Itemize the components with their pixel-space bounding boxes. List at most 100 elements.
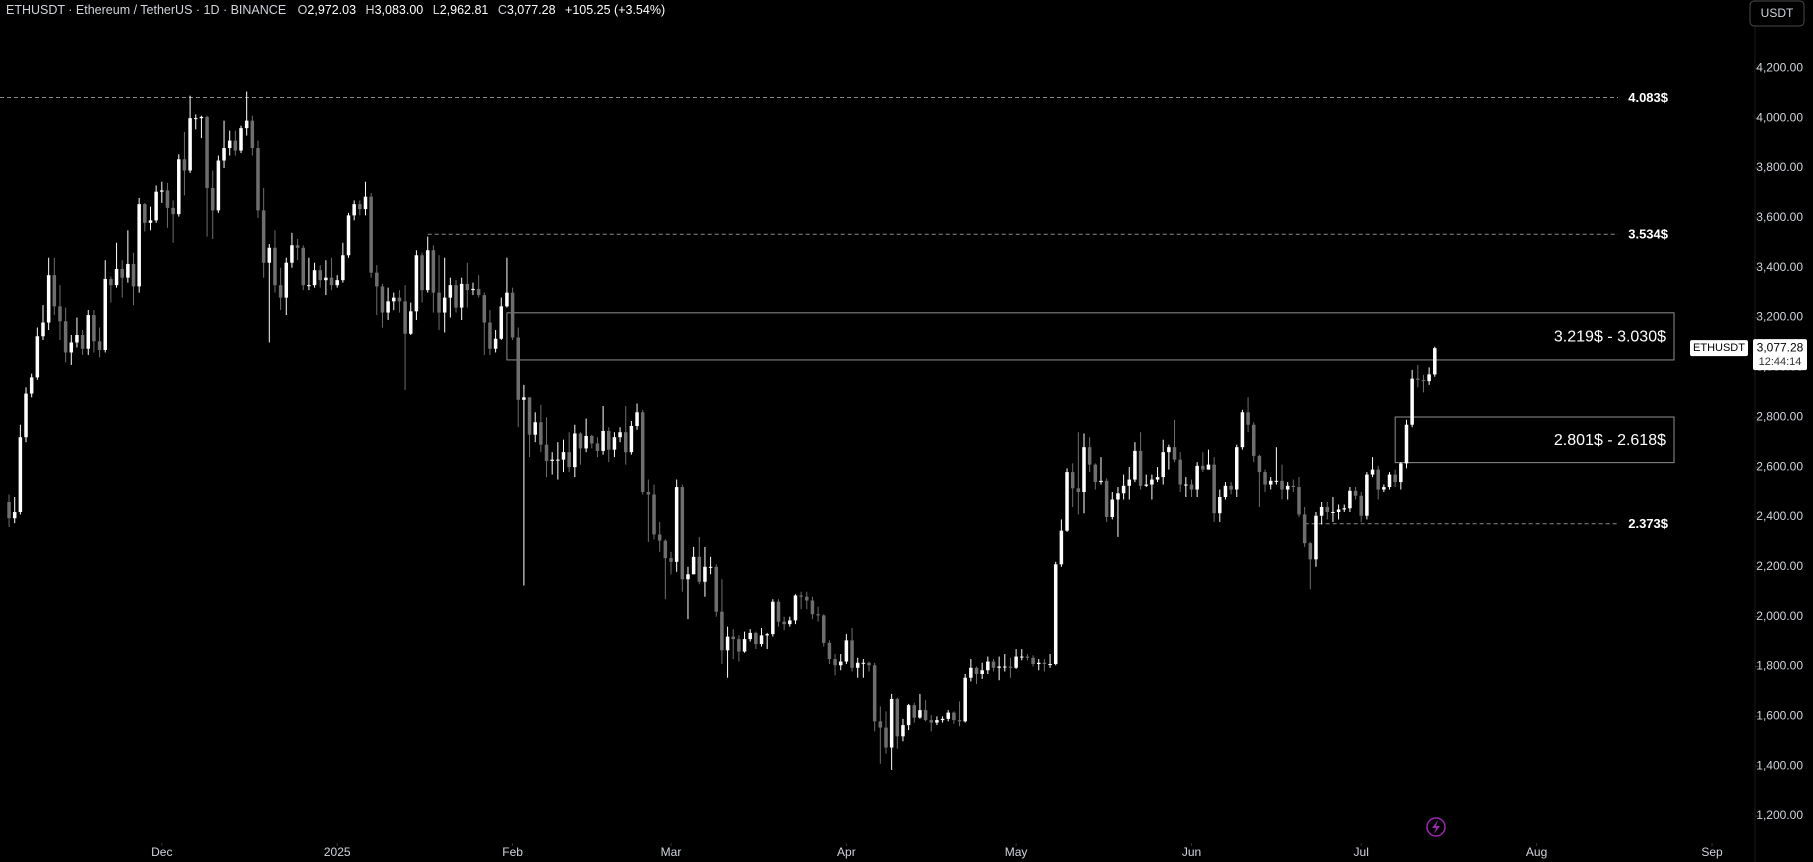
- candle-body: [765, 634, 769, 636]
- y-tick-label: 1,400.00: [1756, 758, 1803, 772]
- candle-body: [640, 412, 645, 493]
- zone-label: 2.801$ - 2.618$: [1554, 432, 1666, 449]
- candle-body: [1336, 509, 1341, 512]
- price-tag-box: [1753, 339, 1807, 371]
- candle-body: [1020, 656, 1024, 658]
- candle-body: [788, 620, 792, 625]
- candle-body: [827, 642, 832, 660]
- candle-body: [1031, 657, 1035, 665]
- candle-body: [1319, 506, 1324, 516]
- candle-body: [1189, 484, 1194, 490]
- candle-body: [1036, 662, 1041, 665]
- candle-body: [154, 191, 158, 221]
- candle-body: [584, 435, 588, 449]
- candle-body: [454, 285, 458, 308]
- candle-body: [437, 292, 441, 313]
- candle-body: [595, 443, 600, 451]
- candle-body: [997, 666, 1001, 668]
- candle-body: [1365, 474, 1369, 516]
- y-tick-label: 4,200.00: [1756, 60, 1803, 74]
- candle-body: [244, 120, 249, 129]
- y-tick-label: 1,800.00: [1756, 659, 1803, 673]
- candle-body: [816, 614, 820, 616]
- x-tick-label: Feb: [502, 845, 523, 859]
- candle-body: [1093, 464, 1098, 483]
- candle-body: [1376, 469, 1380, 490]
- y-tick-label: 2,800.00: [1756, 409, 1803, 423]
- candle-body: [256, 148, 260, 211]
- candle-body: [708, 566, 713, 568]
- y-tick-label: 3,400.00: [1756, 260, 1803, 274]
- candle-body: [1116, 493, 1120, 500]
- candle-body: [1427, 374, 1431, 382]
- x-tick-label: Jul: [1354, 845, 1369, 859]
- candle-body: [1285, 485, 1290, 490]
- candle-body: [1206, 464, 1211, 470]
- candle-body: [810, 600, 815, 615]
- candle-body: [544, 444, 549, 461]
- candle-body: [318, 270, 322, 281]
- candle-body: [1359, 495, 1363, 516]
- candle-body: [646, 492, 651, 495]
- ohlc-value: 3,083.00: [375, 3, 424, 17]
- candle-body: [578, 433, 583, 449]
- symbol-title: ETHUSDT · Ethereum / TetherUS · 1D · BIN…: [6, 3, 286, 17]
- candle-body: [974, 667, 979, 674]
- candle-body: [935, 720, 939, 723]
- candle-body: [759, 635, 764, 645]
- candle-body: [1082, 447, 1086, 493]
- candle-body: [1257, 455, 1262, 473]
- candle-body: [194, 118, 198, 120]
- candle-body: [1195, 465, 1199, 490]
- candle-body: [160, 190, 164, 192]
- candle-body: [1212, 464, 1216, 514]
- candle-body: [109, 278, 113, 286]
- candle-body: [901, 725, 905, 737]
- ohlc-key: O: [298, 3, 308, 17]
- candle-body: [284, 262, 289, 298]
- candle-body: [182, 159, 187, 171]
- candle-body: [375, 272, 379, 287]
- candle-body: [459, 283, 464, 308]
- candle-body: [465, 283, 470, 291]
- candle-body: [380, 286, 385, 313]
- ohlc-key: L: [433, 3, 440, 17]
- currency-label[interactable]: USDT: [1761, 6, 1794, 20]
- candle-body: [539, 422, 543, 445]
- candle-body: [861, 662, 866, 664]
- currency-button-frame[interactable]: [1749, 0, 1805, 27]
- candle-body: [601, 430, 605, 451]
- candle-body: [1433, 348, 1437, 375]
- candle-body: [1302, 514, 1307, 544]
- candle-body: [674, 487, 679, 562]
- candle-body: [1184, 484, 1188, 486]
- candle-body: [573, 433, 577, 468]
- candle-body: [697, 556, 702, 582]
- alert-icon-bolt[interactable]: [1432, 820, 1440, 834]
- candle-body: [171, 207, 175, 215]
- candle-body: [1178, 459, 1182, 485]
- candle-body: [1087, 447, 1092, 465]
- candle-body: [1387, 474, 1392, 488]
- candle-body: [1268, 480, 1273, 485]
- candle-body: [963, 677, 967, 722]
- candle-body: [855, 662, 860, 668]
- candle-body: [590, 435, 594, 444]
- candle-body: [657, 534, 662, 541]
- candle-body: [414, 255, 419, 312]
- alert-icon-ring[interactable]: [1426, 817, 1446, 837]
- candle-body: [46, 275, 51, 323]
- candle-body: [126, 263, 130, 278]
- candle-body: [1070, 472, 1075, 489]
- candle-body: [1042, 662, 1047, 665]
- candle-body: [216, 160, 221, 211]
- candle-body: [1161, 452, 1165, 478]
- zone-label: 3.219$ - 3.030$: [1554, 329, 1666, 346]
- candle-body: [923, 710, 928, 721]
- candle-body: [1291, 485, 1296, 488]
- alert-icon[interactable]: [1426, 817, 1446, 837]
- currency-button[interactable]: USDT: [1749, 0, 1805, 27]
- candle-body: [889, 698, 894, 748]
- candle-body: [748, 632, 752, 640]
- candle-body: [1003, 666, 1007, 668]
